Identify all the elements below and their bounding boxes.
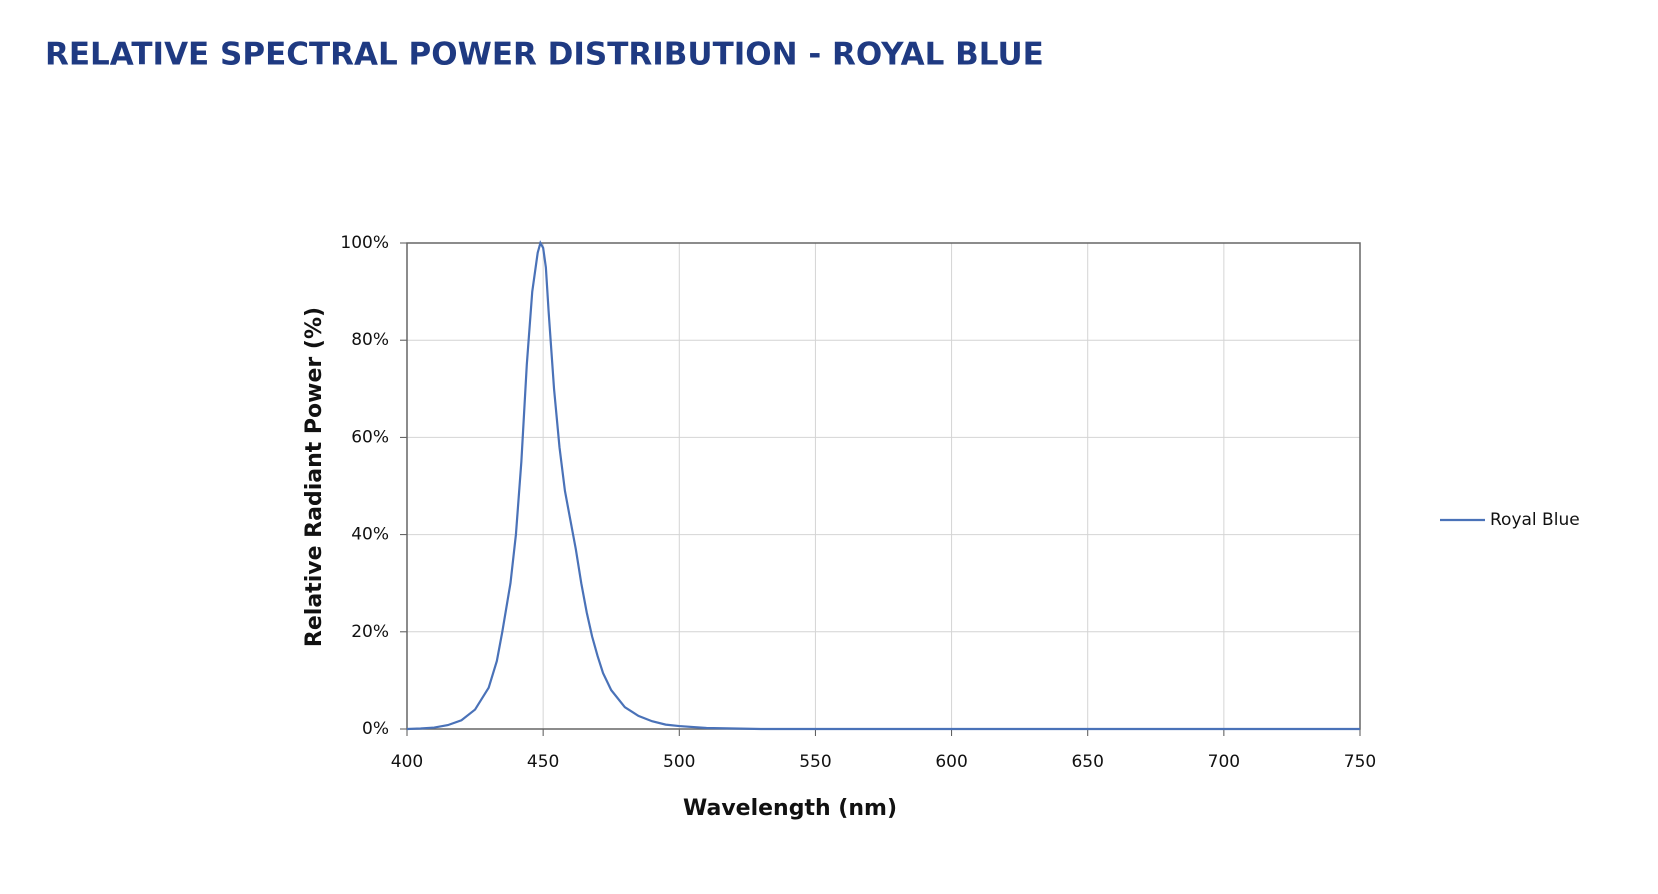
y-tick-label: 100% bbox=[340, 233, 389, 253]
y-tick-label: 20% bbox=[351, 622, 389, 642]
x-tick-label: 600 bbox=[935, 752, 967, 772]
legend-label: Royal Blue bbox=[1490, 510, 1580, 530]
x-tick-label: 500 bbox=[663, 752, 695, 772]
x-tick-label: 400 bbox=[391, 752, 423, 772]
x-tick-label: 550 bbox=[799, 752, 831, 772]
chart-title: RELATIVE SPECTRAL POWER DISTRIBUTION - R… bbox=[45, 37, 1044, 73]
y-axis-label: Relative Radiant Power (%) bbox=[302, 307, 327, 647]
data-line bbox=[406, 240, 1360, 731]
y-tick-label: 40% bbox=[351, 525, 389, 545]
x-tick-label: 700 bbox=[1208, 752, 1240, 772]
x-tick-label: 750 bbox=[1344, 752, 1376, 772]
y-tick-label: 80% bbox=[351, 330, 389, 350]
y-tick-label: 0% bbox=[362, 719, 389, 739]
y-tick-label: 60% bbox=[351, 427, 389, 447]
x-axis-label: Wavelength (nm) bbox=[683, 796, 897, 821]
x-tick-label: 650 bbox=[1071, 752, 1103, 772]
x-tick-label: 450 bbox=[527, 752, 559, 772]
